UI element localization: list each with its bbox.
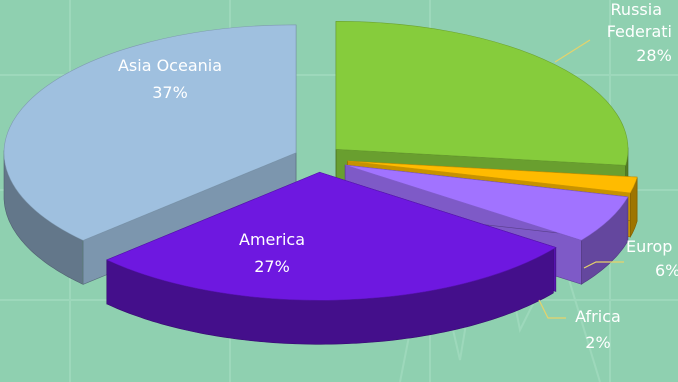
label-asia-name: Asia Oceania (118, 56, 222, 75)
label-europe-pct: 6% (655, 261, 678, 280)
slice-russia-top (106, 171, 557, 301)
slice-asia-top (3, 24, 297, 241)
data-labels: Asia Oceania 37% Russia Federati 28% Eur… (118, 0, 678, 352)
slice-america-top (335, 20, 629, 166)
leader-lines (538, 39, 624, 319)
leader-africa (538, 299, 566, 319)
label-russia-name-2: Federati (607, 22, 672, 41)
label-africa-pct: 2% (585, 333, 610, 352)
slice-africa-top (347, 160, 638, 194)
slice-europe-top (345, 164, 629, 241)
label-europe-name: Europ (626, 237, 672, 256)
leader-europe (583, 261, 624, 269)
label-russia-pct: 28% (636, 46, 672, 65)
label-asia-pct: 37% (152, 83, 188, 102)
label-africa-name: Africa (575, 307, 621, 326)
slice-russia (106, 171, 557, 345)
label-america-pct: 27% (254, 257, 290, 276)
label-america-name: America (239, 230, 305, 249)
label-russia-name-1: Russia (611, 0, 662, 19)
leader-russia (554, 39, 591, 63)
